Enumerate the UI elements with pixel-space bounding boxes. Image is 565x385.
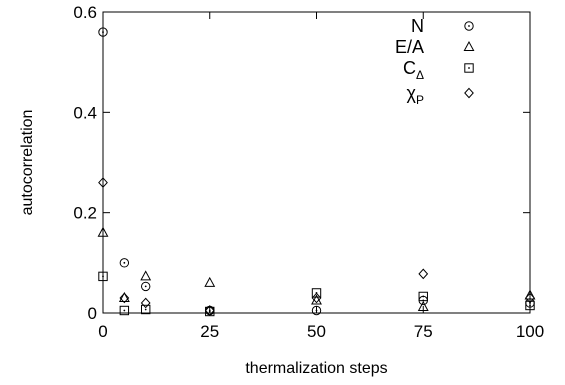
data-point-series-1 bbox=[97, 226, 109, 237]
legend-item: N bbox=[411, 16, 474, 36]
data-point-series-3 bbox=[98, 177, 108, 188]
data-point-series-1 bbox=[204, 276, 216, 287]
legend-label-main: E/A bbox=[395, 37, 424, 57]
plot-frame bbox=[102, 11, 531, 314]
legend-label: CΔ bbox=[403, 58, 424, 82]
data-point-series-1 bbox=[417, 300, 429, 311]
legend-label: E/A bbox=[395, 37, 424, 57]
legend-label-main: χ bbox=[407, 83, 417, 103]
y-tick-label: 0 bbox=[88, 304, 97, 323]
y-tick-label: 0.4 bbox=[73, 103, 97, 122]
data-point-series-1 bbox=[140, 270, 152, 281]
data-point-series-0 bbox=[98, 27, 108, 37]
plot-area-border bbox=[102, 11, 531, 314]
y-axis-label: autocorrelation bbox=[19, 110, 36, 216]
legend-label-subscript: Δ bbox=[416, 68, 424, 82]
x-tick-label: 50 bbox=[307, 322, 326, 341]
x-tick-label: 100 bbox=[516, 322, 544, 341]
data-point-series-3 bbox=[119, 292, 130, 304]
data-point-series-3 bbox=[204, 305, 215, 316]
x-tick-label: 25 bbox=[200, 322, 219, 341]
legend-label-main: C bbox=[403, 58, 416, 78]
legend-marker bbox=[464, 21, 474, 31]
x-axis-label: thermalization steps bbox=[245, 360, 387, 377]
legend-label: χP bbox=[407, 83, 424, 107]
data-point-series-0 bbox=[311, 305, 322, 316]
data-point-series-2 bbox=[119, 305, 130, 316]
data-markers bbox=[97, 27, 536, 317]
data-point-series-2 bbox=[141, 304, 151, 315]
x-axis-ticks: 0 25 50 75 100 bbox=[98, 12, 544, 341]
data-point-series-3 bbox=[525, 292, 535, 304]
y-axis-ticks: 0 0.2 0.4 0.6 bbox=[73, 3, 530, 323]
data-point-series-1 bbox=[524, 289, 536, 300]
x-tick-label: 0 bbox=[98, 322, 107, 341]
legend-label-subscript: P bbox=[416, 93, 424, 107]
data-point-series-0 bbox=[141, 281, 151, 292]
data-point-series-3 bbox=[140, 297, 151, 309]
data-point-series-0 bbox=[119, 258, 130, 268]
legend-item: E/A bbox=[395, 37, 475, 57]
legend-marker bbox=[464, 87, 474, 99]
legend-label: N bbox=[411, 16, 424, 36]
legend-marker bbox=[464, 63, 474, 73]
y-tick-label: 0.6 bbox=[73, 3, 97, 22]
data-point-series-2 bbox=[98, 271, 108, 282]
data-point-series-3 bbox=[418, 268, 429, 280]
x-tick-label: 75 bbox=[414, 322, 433, 341]
legend-item: χP bbox=[407, 83, 474, 107]
legend-label-main: N bbox=[411, 16, 424, 36]
data-point-series-3 bbox=[311, 292, 322, 304]
y-tick-label: 0.2 bbox=[73, 204, 97, 223]
legend-item: CΔ bbox=[403, 58, 474, 82]
data-point-series-2 bbox=[525, 300, 535, 311]
data-point-series-2 bbox=[418, 291, 428, 302]
data-point-series-1 bbox=[118, 291, 130, 302]
legend-marker bbox=[463, 40, 475, 51]
